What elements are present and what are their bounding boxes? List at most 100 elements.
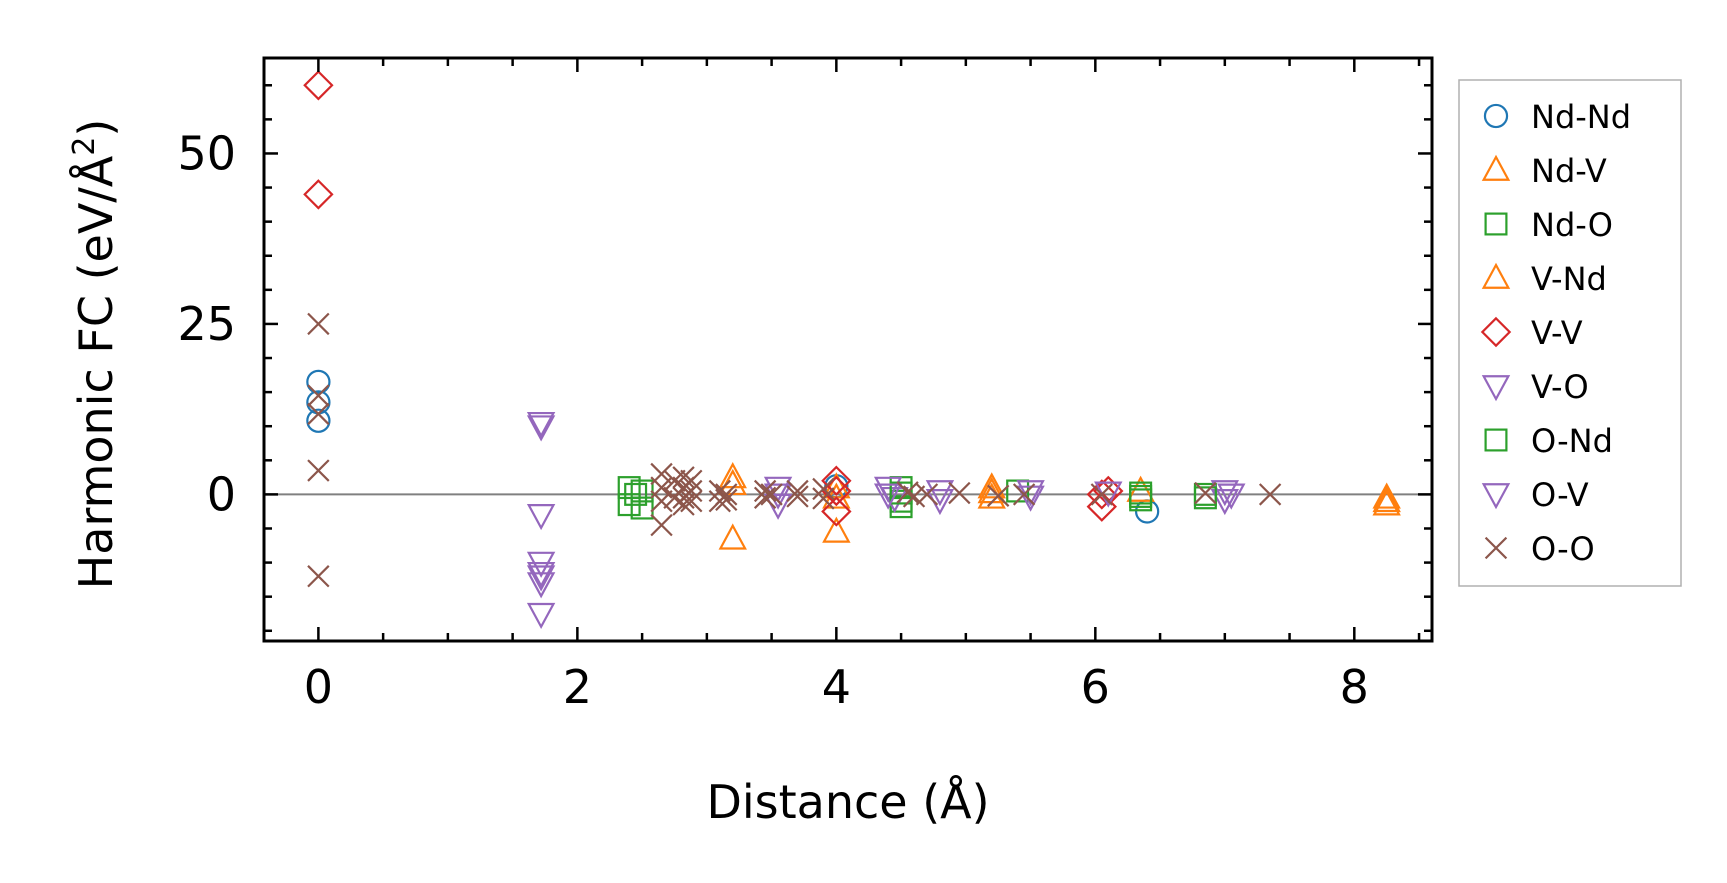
legend-marker bbox=[1483, 103, 1509, 129]
legend-label: Nd-O bbox=[1531, 206, 1613, 244]
data-point bbox=[786, 485, 809, 508]
data-point bbox=[680, 490, 703, 513]
data-point bbox=[307, 459, 330, 482]
data-point bbox=[753, 486, 777, 509]
data-point bbox=[715, 488, 738, 512]
data-point bbox=[1372, 489, 1401, 516]
data-point bbox=[617, 476, 641, 500]
legend-box bbox=[1458, 79, 1682, 587]
legend-label: Nd-Nd bbox=[1531, 98, 1631, 136]
data-point bbox=[786, 479, 809, 503]
series-o-o bbox=[307, 312, 1282, 588]
data-point bbox=[1194, 481, 1217, 505]
data-point bbox=[822, 516, 851, 543]
data-point bbox=[1129, 484, 1153, 508]
data-point bbox=[896, 481, 919, 504]
y-tick-label: 50 bbox=[177, 126, 236, 180]
y-axis-label-main: Harmonic FC (eV/Å bbox=[69, 155, 123, 589]
data-point bbox=[889, 495, 913, 519]
legend-item-o-nd: O-Nd bbox=[1484, 422, 1613, 460]
data-point bbox=[307, 312, 330, 336]
data-point bbox=[306, 369, 331, 395]
legend-item-v-o: V-O bbox=[1481, 368, 1589, 406]
data-point bbox=[650, 513, 673, 537]
data-point bbox=[1086, 479, 1118, 510]
legend-label: V-V bbox=[1531, 314, 1583, 352]
data-point bbox=[925, 480, 955, 507]
data-point bbox=[812, 487, 835, 510]
data-point bbox=[1210, 489, 1240, 516]
legend-marker bbox=[1484, 536, 1508, 560]
x-tick-label: 8 bbox=[1340, 660, 1369, 714]
data-point bbox=[987, 484, 1010, 507]
y-tick-label: 25 bbox=[177, 297, 236, 351]
data-point bbox=[672, 493, 695, 516]
data-point bbox=[760, 483, 783, 506]
data-point bbox=[718, 523, 747, 550]
x-axis-label: Distance (Å) bbox=[706, 775, 989, 829]
y-tick-label: 0 bbox=[207, 467, 236, 521]
legend-marker bbox=[1481, 154, 1511, 181]
data-point bbox=[1258, 483, 1282, 506]
x-tick-label: 4 bbox=[822, 660, 851, 714]
data-point bbox=[307, 402, 330, 426]
data-point bbox=[526, 572, 556, 599]
data-point bbox=[821, 465, 852, 496]
legend-item-nd-v: Nd-V bbox=[1481, 152, 1607, 190]
data-point bbox=[624, 482, 648, 506]
data-point bbox=[763, 493, 793, 520]
data-point bbox=[303, 179, 334, 210]
legend-marker bbox=[1484, 428, 1508, 452]
data-point bbox=[812, 477, 835, 501]
data-point bbox=[821, 496, 852, 527]
legend-label: O-O bbox=[1531, 530, 1595, 568]
y-axis-label: Harmonic FC (eV/Å2) bbox=[67, 119, 123, 590]
data-point bbox=[303, 70, 334, 101]
legend-item-v-nd: V-Nd bbox=[1481, 260, 1607, 298]
data-point bbox=[307, 565, 330, 588]
legend-marker bbox=[1484, 212, 1508, 236]
legend-label: Nd-V bbox=[1531, 152, 1607, 190]
data-point bbox=[948, 481, 971, 505]
data-point bbox=[526, 551, 556, 578]
data-point bbox=[763, 476, 793, 503]
legend-marker bbox=[1481, 375, 1511, 402]
legend-item-nd-o: Nd-O bbox=[1484, 206, 1613, 244]
x-tick-label: 2 bbox=[563, 660, 592, 714]
data-point bbox=[1210, 480, 1240, 507]
data-point bbox=[526, 561, 556, 589]
data-point bbox=[915, 483, 939, 506]
data-point bbox=[715, 483, 738, 506]
legend-marker bbox=[1481, 483, 1511, 510]
series-nd-v bbox=[718, 462, 1401, 550]
x-tick-label: 0 bbox=[304, 660, 333, 714]
data-point bbox=[1090, 483, 1113, 506]
legend-label: O-Nd bbox=[1531, 422, 1613, 460]
data-point bbox=[526, 602, 556, 630]
legend-label: O-V bbox=[1531, 476, 1589, 514]
data-point bbox=[526, 415, 556, 442]
data-point bbox=[680, 479, 703, 503]
legend-label: V-Nd bbox=[1531, 260, 1607, 298]
legend-item-v-v: V-V bbox=[1480, 314, 1583, 352]
data-point bbox=[1193, 486, 1217, 510]
data-point bbox=[1372, 485, 1401, 513]
data-point bbox=[307, 384, 330, 407]
data-point bbox=[672, 466, 695, 489]
data-point bbox=[630, 496, 654, 520]
legend-item-o-v: O-V bbox=[1481, 476, 1589, 514]
data-point bbox=[1012, 483, 1036, 506]
legend-marker bbox=[1480, 316, 1512, 348]
legend: Nd-Nd Nd-V Nd-O V-Nd V-V V-O O-Nd O-V O-O bbox=[1458, 79, 1682, 587]
data-point bbox=[1217, 483, 1246, 510]
series-v-o bbox=[526, 411, 1240, 630]
data-point bbox=[753, 479, 777, 503]
data-point bbox=[1372, 482, 1401, 509]
legend-item-o-o: O-O bbox=[1484, 530, 1595, 568]
data-point bbox=[526, 565, 556, 592]
x-tick-label: 6 bbox=[1081, 660, 1110, 714]
plot-area bbox=[264, 70, 1432, 630]
data-point bbox=[526, 504, 556, 531]
data-point bbox=[873, 483, 903, 510]
data-point bbox=[306, 408, 331, 433]
